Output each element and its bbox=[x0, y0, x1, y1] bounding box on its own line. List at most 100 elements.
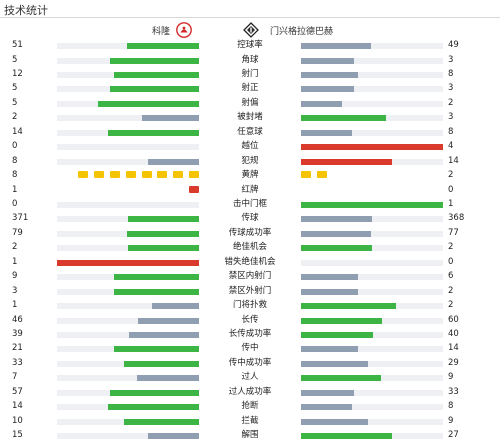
away-bar-track bbox=[301, 57, 443, 64]
home-value: 8 bbox=[12, 155, 18, 166]
home-bar-track bbox=[57, 71, 199, 78]
stat-label: 长传成功率 bbox=[228, 329, 272, 339]
home-value: 9 bbox=[12, 271, 18, 282]
home-bar-track bbox=[57, 375, 199, 382]
stat-row: 5 射正 3 bbox=[0, 82, 500, 95]
away-value: 2 bbox=[448, 285, 454, 296]
home-bar-fill bbox=[113, 274, 199, 281]
away-bar-track bbox=[301, 259, 443, 266]
away-bar-track bbox=[301, 201, 443, 208]
stat-row: 0 击中门框 1 bbox=[0, 198, 500, 211]
home-bar-fill bbox=[136, 375, 199, 382]
away-bar-track bbox=[301, 115, 443, 122]
home-bar-fill bbox=[142, 115, 199, 122]
home-bar-track bbox=[57, 144, 199, 151]
home-bar-fill bbox=[113, 288, 199, 295]
yellow-card-icon bbox=[301, 171, 311, 178]
away-bar-track bbox=[301, 158, 443, 165]
away-bar-track bbox=[301, 346, 443, 353]
stat-row: 7 过人 9 bbox=[0, 371, 500, 384]
stat-label: 门将扑救 bbox=[232, 300, 267, 311]
away-value: 49 bbox=[448, 40, 459, 50]
stat-row: 33 传中成功率 29 bbox=[0, 357, 500, 370]
away-value: 8 bbox=[448, 401, 454, 412]
home-bar-track bbox=[57, 317, 199, 324]
away-bar-track bbox=[301, 86, 443, 93]
home-value: 8 bbox=[12, 170, 18, 180]
away-value: 9 bbox=[448, 372, 454, 383]
home-bar-fill bbox=[113, 346, 199, 353]
home-bar-fill bbox=[137, 317, 199, 324]
stat-label: 过人 bbox=[241, 372, 259, 383]
stat-label: 过人成功率 bbox=[228, 386, 272, 397]
away-bar-track bbox=[301, 288, 443, 295]
home-value: 57 bbox=[12, 386, 23, 397]
home-bar-fill bbox=[127, 230, 199, 237]
stat-row: 51 控球率 49 bbox=[0, 39, 500, 52]
stat-label: 被封堵 bbox=[237, 112, 263, 123]
away-bar-fill bbox=[301, 288, 358, 295]
stat-row: 9 禁区内射门 6 bbox=[0, 270, 500, 283]
away-bar-track bbox=[301, 100, 443, 107]
home-bar-track bbox=[57, 259, 199, 266]
home-bar-fill bbox=[57, 259, 199, 266]
stat-row: 5 角球 3 bbox=[0, 54, 500, 67]
away-bar-track bbox=[301, 433, 443, 440]
home-value: 0 bbox=[12, 141, 18, 152]
stat-row: 15 解围 27 bbox=[0, 429, 500, 442]
stat-label: 射门 bbox=[241, 68, 259, 79]
home-value: 2 bbox=[12, 112, 18, 123]
away-value: 2 bbox=[448, 97, 454, 108]
home-bar-fill bbox=[123, 360, 199, 367]
home-value: 10 bbox=[12, 415, 23, 426]
away-bar-fill bbox=[301, 245, 372, 252]
stat-row: 12 射门 8 bbox=[0, 68, 500, 81]
away-value: 2 bbox=[448, 242, 454, 253]
home-value: 5 bbox=[12, 97, 18, 108]
away-bar-fill bbox=[301, 71, 358, 78]
away-value: 3 bbox=[448, 112, 454, 123]
away-bar-track bbox=[301, 375, 443, 382]
home-bar-track bbox=[57, 288, 199, 295]
home-bar-fill bbox=[147, 433, 199, 440]
teams-bar: 科隆 门兴格拉德巴赫 bbox=[0, 22, 500, 40]
section-title: 技术统计 bbox=[4, 4, 48, 17]
stat-row: 0 越位 4 bbox=[0, 140, 500, 153]
home-bar-track bbox=[57, 346, 199, 353]
away-team-logo-icon bbox=[243, 22, 259, 38]
home-bar-track bbox=[57, 201, 199, 208]
stat-label: 传中成功率 bbox=[228, 357, 272, 368]
away-bar-fill bbox=[301, 201, 443, 208]
away-value: 77 bbox=[448, 227, 459, 238]
stat-label: 射正 bbox=[241, 83, 259, 94]
home-bar-track bbox=[57, 303, 199, 310]
home-bar-fill bbox=[108, 129, 199, 136]
home-bar-fill bbox=[147, 158, 199, 165]
home-bar-track bbox=[57, 274, 199, 281]
home-bar-track bbox=[57, 216, 199, 223]
home-team-name: 科隆 bbox=[151, 27, 170, 37]
stat-row: 46 长传 60 bbox=[0, 314, 500, 327]
away-bar-track bbox=[301, 274, 443, 281]
home-bar-fill bbox=[110, 57, 199, 64]
home-bar-track bbox=[57, 100, 199, 107]
home-cards bbox=[57, 185, 199, 195]
away-value: 2 bbox=[448, 170, 454, 180]
home-value: 7 bbox=[12, 372, 18, 383]
home-bar-fill bbox=[113, 71, 199, 78]
away-bar-fill bbox=[301, 86, 355, 93]
away-bar-track bbox=[301, 129, 443, 136]
away-bar-fill bbox=[301, 57, 355, 64]
home-value: 12 bbox=[12, 68, 23, 79]
home-value: 79 bbox=[12, 227, 23, 238]
home-bar-fill bbox=[123, 418, 199, 425]
home-bar-fill bbox=[98, 100, 199, 107]
stat-row: 14 任意球 8 bbox=[0, 126, 500, 139]
home-value: 14 bbox=[12, 126, 23, 137]
stat-label: 越位 bbox=[241, 141, 259, 152]
away-bar-fill bbox=[301, 433, 392, 440]
home-value: 1 bbox=[12, 256, 18, 267]
stat-row: 39 长传成功率 40 bbox=[0, 328, 500, 341]
stat-label: 错失绝佳机会 bbox=[224, 256, 276, 267]
home-value: 5 bbox=[12, 83, 18, 94]
